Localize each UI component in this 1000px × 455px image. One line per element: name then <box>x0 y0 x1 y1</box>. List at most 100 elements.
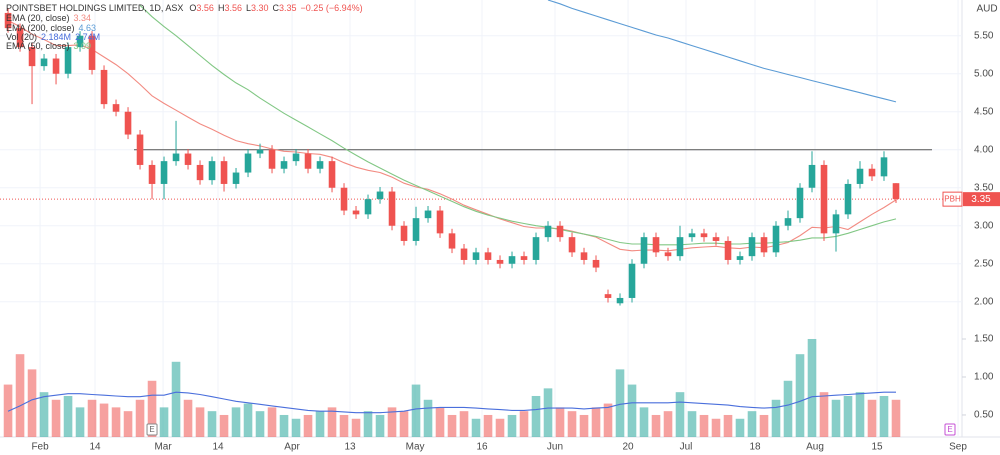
volume-bar <box>663 411 673 437</box>
legend-value: 3.34 <box>74 13 92 23</box>
volume-bar <box>831 399 841 437</box>
candle-body <box>568 237 576 253</box>
volume-bar <box>807 338 817 437</box>
candle-body <box>412 218 420 241</box>
event-marker <box>146 423 158 436</box>
ohlc-value: 3.56 <box>224 3 242 13</box>
legend-entry: EMA (20, close) 3.34 <box>6 13 91 23</box>
candle-body <box>88 35 96 70</box>
candle-body <box>736 256 744 260</box>
candle-body <box>328 161 336 188</box>
volume-bar <box>543 388 553 437</box>
candle-body <box>196 164 204 181</box>
volume-bar <box>843 395 853 437</box>
indicator-line <box>139 4 897 246</box>
ohlc-label: O <box>189 3 196 13</box>
volume-bar <box>15 354 25 437</box>
candle-body <box>832 214 840 234</box>
volume-bar <box>651 414 661 437</box>
volume-bar <box>531 395 541 437</box>
volume-bar <box>51 399 61 437</box>
volume-bar <box>699 414 709 437</box>
volume-bar <box>87 399 97 437</box>
candle-body <box>76 35 84 48</box>
candle-body <box>760 237 768 253</box>
legend-name: EMA (200, close) <box>6 23 75 33</box>
volume-bar <box>519 411 529 437</box>
y-tick-label: 2.00 <box>974 296 994 307</box>
volume-bar <box>147 380 157 437</box>
x-tick-label: Aug <box>806 442 824 453</box>
last-price-label: 3.35 <box>971 194 991 205</box>
candle-body <box>436 210 444 234</box>
volume-bar <box>423 399 433 437</box>
legend-value: 2.74M <box>75 32 100 42</box>
y-tick-label: 5.00 <box>974 68 994 79</box>
candle-body <box>640 237 648 264</box>
volume-tick-label: 1.00 <box>974 372 994 383</box>
indicator-line <box>7 20 897 252</box>
x-tick-label: Feb <box>31 442 49 453</box>
volume-bar <box>375 414 385 437</box>
x-tick-label: Sep <box>949 442 967 453</box>
volume-bar <box>351 418 361 437</box>
volume-tick-label: 0.50 <box>974 410 994 421</box>
change: −0.25 (−6.94%) <box>301 3 363 13</box>
ohlc-label: L <box>246 3 251 13</box>
candle-body <box>688 233 696 238</box>
y-tick-label: 4.00 <box>974 144 994 155</box>
volume-bar <box>75 407 85 437</box>
volume-bar <box>159 407 169 437</box>
volume-bar <box>303 414 313 437</box>
x-tick-label: May <box>406 442 425 453</box>
volume-bar <box>747 411 757 437</box>
legend-entry: EMA (200, close) 4.63 <box>6 23 96 33</box>
volume-bar <box>567 411 577 437</box>
volume-bar <box>579 414 589 437</box>
volume-bar <box>771 399 781 437</box>
y-tick-label: 3.50 <box>974 182 994 193</box>
volume-bar <box>195 407 205 437</box>
volume-bar <box>111 407 121 437</box>
candle-body <box>628 263 636 298</box>
volume-bar <box>723 414 733 437</box>
candle-body <box>316 161 324 169</box>
candle-body <box>232 172 240 184</box>
x-tick-label: 14 <box>212 442 224 453</box>
volume-bar <box>483 414 493 437</box>
x-tick-label: 15 <box>871 442 883 453</box>
legend-value: 2.184M <box>41 32 71 42</box>
x-tick-label: 18 <box>749 442 761 453</box>
ticker-box <box>942 191 963 207</box>
event-marker <box>944 423 956 436</box>
volume-bar <box>855 392 865 437</box>
candle-body <box>112 104 120 112</box>
symbol: POINTSBET HOLDINGS LIMITED, 1D, ASX <box>6 3 183 13</box>
candle-body <box>136 134 144 165</box>
volume-bar <box>207 411 217 437</box>
volume-bar <box>783 380 793 437</box>
x-tick-label: Jul <box>680 442 693 453</box>
y-tick-label: 2.50 <box>974 258 994 269</box>
candle-body <box>208 161 216 181</box>
candle-body <box>580 252 588 260</box>
volume-bar <box>267 407 277 437</box>
x-tick-label: 16 <box>476 442 488 453</box>
candle-body <box>844 183 852 215</box>
legend-entry: Vol (20) 2.184M 2.74M <box>6 32 100 42</box>
candle-body <box>724 240 732 260</box>
x-tick-label: Apr <box>284 442 300 453</box>
candle-body <box>28 47 36 67</box>
volume-bar <box>315 411 325 437</box>
candle-body <box>64 47 72 74</box>
candle-body <box>484 252 492 260</box>
candle-body <box>292 153 300 162</box>
volume-bar <box>627 384 637 437</box>
y-tick-label: 5.50 <box>974 30 994 41</box>
volume-bar <box>243 403 253 437</box>
volume-bar <box>183 399 193 437</box>
volume-bar <box>639 407 649 437</box>
volume-bar <box>435 407 445 437</box>
y-tick-label: 4.50 <box>974 106 994 117</box>
volume-bar <box>171 361 181 437</box>
